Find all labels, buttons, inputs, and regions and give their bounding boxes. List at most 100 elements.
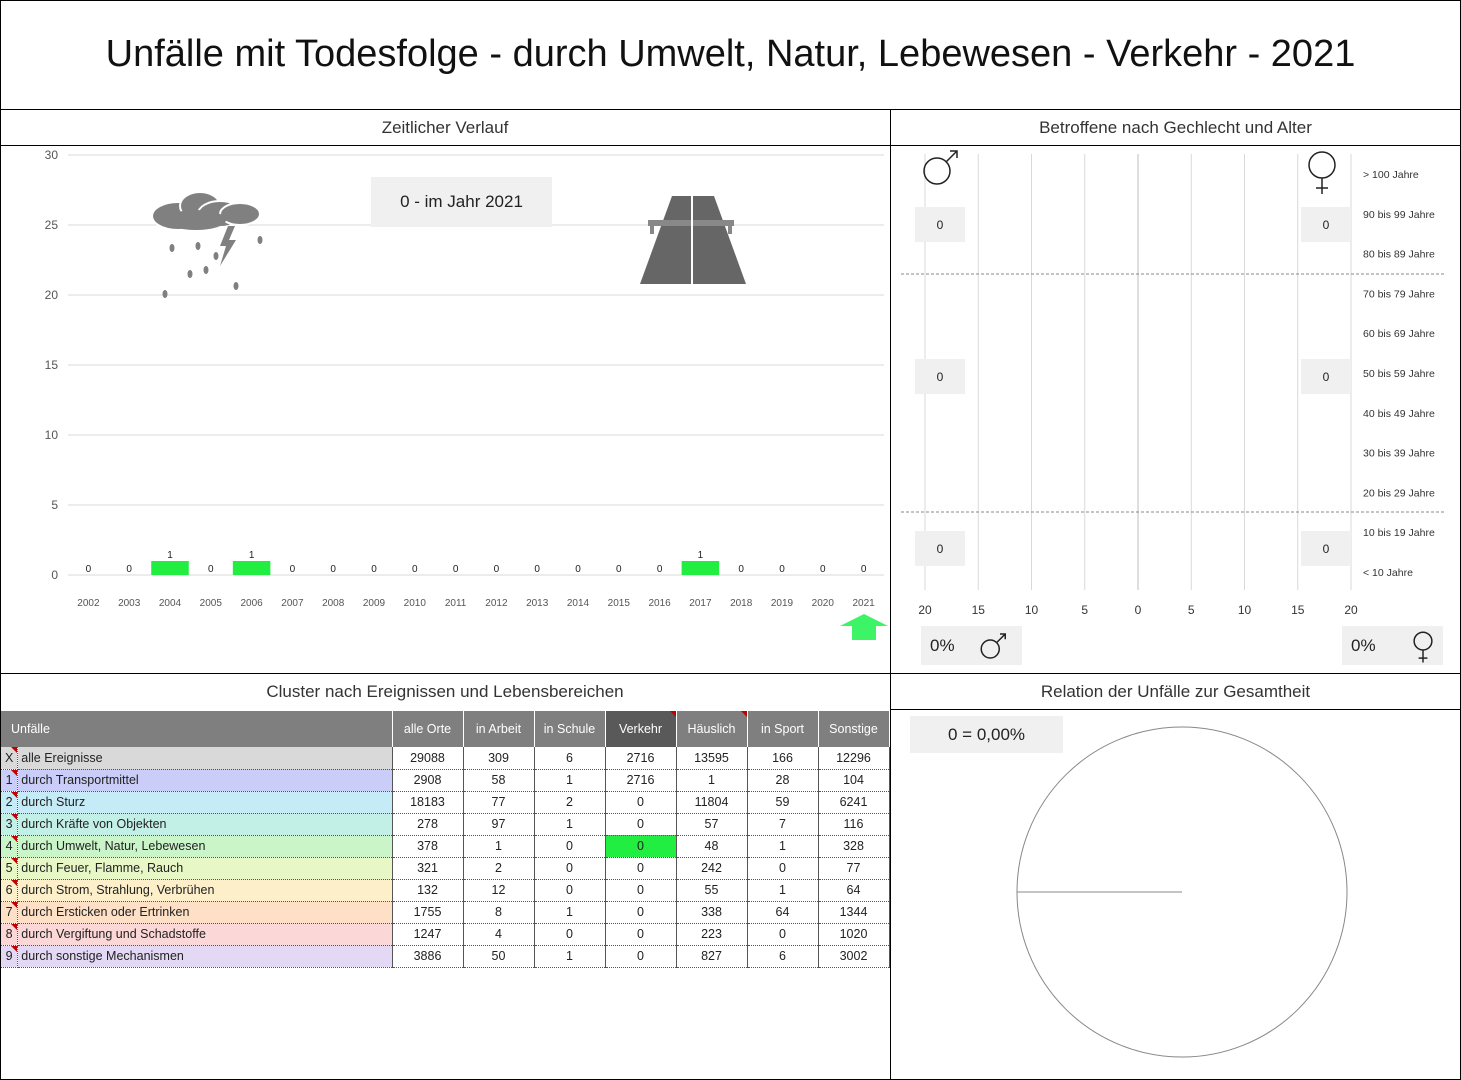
table-row: 3 durch Kräfte von Objekten 278 97 1 0 57 7 116	[1, 813, 890, 836]
bar-value-label: 0	[820, 564, 826, 575]
age-group-label: 80 bis 89 Jahre	[1363, 249, 1435, 261]
row-id: 3	[1, 813, 19, 836]
pyramid-x-tick-label: 15	[972, 603, 986, 617]
row-id: 8	[1, 923, 19, 946]
pyramid-x-tick-label: 0	[1135, 603, 1142, 617]
y-tick-label: 15	[45, 358, 59, 372]
table-cell: 1	[534, 769, 606, 792]
table-cell: 0	[605, 857, 677, 880]
x-tick-label: 2002	[77, 598, 100, 609]
age-group-label: 30 bis 39 Jahre	[1363, 448, 1435, 460]
table-cell: 223	[676, 923, 748, 946]
bar-value-label: 0	[86, 564, 92, 575]
horizontal-divider	[0, 673, 1461, 674]
timeline-panel-title: Zeitlicher Verlauf	[0, 110, 890, 146]
header-in-schule: in Schule	[534, 711, 606, 747]
table-cell: 64	[818, 879, 890, 902]
x-tick-label: 2010	[404, 598, 427, 609]
table-cell: 1247	[392, 923, 464, 946]
table-cell: 4	[463, 923, 535, 946]
table-cell: 2	[534, 791, 606, 814]
row-label: durch Strom, Strahlung, Verbrühen	[17, 879, 393, 902]
table-cell: 338	[676, 901, 748, 924]
pyramid-x-tick-label: 5	[1188, 603, 1195, 617]
bar-value-label: 0	[575, 564, 581, 575]
bar-value-label: 0	[208, 564, 214, 575]
table-cell: 64	[747, 901, 819, 924]
x-tick-label: 2018	[730, 598, 753, 609]
bar-value-label: 0	[371, 564, 377, 575]
age-group-label: 20 bis 29 Jahre	[1363, 487, 1435, 499]
x-tick-label: 2009	[363, 598, 386, 609]
y-tick-label: 20	[45, 288, 59, 302]
header-sonstige: Sonstige	[818, 711, 890, 747]
pyramid-x-tick-label: 15	[1291, 603, 1305, 617]
table-cell: 3002	[818, 945, 890, 968]
header-häuslich: Häuslich	[676, 711, 748, 747]
table-cell: 1755	[392, 901, 464, 924]
table-cell: 58	[463, 769, 535, 792]
bar-value-label: 1	[167, 550, 173, 561]
storm-cloud-icon	[151, 191, 263, 298]
table-cell: 97	[463, 813, 535, 836]
table-cell: 3886	[392, 945, 464, 968]
header-verkehr: Verkehr	[605, 711, 677, 747]
table-cell: 0	[605, 835, 677, 858]
table-cell: 1020	[818, 923, 890, 946]
table-row: 1 durch Transportmittel 2908 58 1 2716 1 28 104	[1, 769, 890, 792]
x-tick-label: 2021	[852, 598, 875, 609]
bar-value-label: 0	[616, 564, 622, 575]
table-cell: 0	[747, 857, 819, 880]
table-cell: 0	[534, 923, 606, 946]
table-cell: 1	[747, 879, 819, 902]
table-cell: 29088	[392, 747, 464, 770]
table-row: 9 durch sonstige Mechanismen 3886 50 1 0 827 6 3…	[1, 945, 890, 968]
table-cell: 0	[534, 835, 606, 858]
male-group-label-low: 0	[915, 531, 965, 566]
y-tick-label: 30	[45, 148, 59, 162]
female-percent-value: 0%	[1351, 635, 1376, 655]
male-percent-box: 0%	[921, 626, 1022, 665]
x-tick-label: 2019	[771, 598, 794, 609]
x-tick-label: 2011	[445, 598, 467, 609]
table-cell: 0	[605, 791, 677, 814]
bar-value-label: 0	[738, 564, 744, 575]
relation-panel-title: Relation der Unfälle zur Gesamtheit	[891, 674, 1460, 710]
table-cell: 104	[818, 769, 890, 792]
relation-label: 0 = 0,00%	[910, 716, 1063, 753]
highway-road-icon	[640, 196, 746, 284]
y-tick-label: 5	[51, 498, 58, 512]
table-cell: 1344	[818, 901, 890, 924]
row-id: 2	[1, 791, 19, 814]
vertical-divider	[890, 110, 891, 1080]
y-tick-label: 25	[45, 218, 59, 232]
age-group-label: 50 bis 59 Jahre	[1363, 368, 1435, 380]
table-header-row: Unfälle alle Orte in Arbeit in Schule Verkeh…	[1, 711, 890, 747]
x-tick-label: 2014	[567, 598, 590, 609]
bar-value-label: 0	[494, 564, 500, 575]
female-group-label-mid: 0	[1301, 359, 1351, 394]
table-cell: 13595	[676, 747, 748, 770]
table-cell: 0	[534, 857, 606, 880]
bar-value-label: 1	[249, 550, 255, 561]
table-cell: 1	[534, 813, 606, 836]
table-cell: 1	[463, 835, 535, 858]
table-cell: 0	[747, 923, 819, 946]
table-cell: 2908	[392, 769, 464, 792]
male-group-label-mid: 0	[915, 359, 965, 394]
x-tick-label: 2016	[648, 598, 671, 609]
row-id: 4	[1, 835, 19, 858]
x-tick-label: 2004	[159, 598, 182, 609]
age-group-label: 90 bis 99 Jahre	[1363, 209, 1435, 221]
age-gender-pyramid: 20 15 10 5 0 5 10 15 20 > 100 Jahre 90 bis 99 Jahr…	[901, 154, 1446, 617]
table-cell: 0	[534, 879, 606, 902]
table-cell: 166	[747, 747, 819, 770]
table-cell: 116	[818, 813, 890, 836]
table-cell: 1	[534, 945, 606, 968]
table-cell: 0	[605, 901, 677, 924]
table-cell: 1	[534, 901, 606, 924]
row-label: alle Ereignisse	[17, 747, 393, 770]
table-row: 2 durch Sturz 18183 77 2 0 11804 59 6241	[1, 791, 890, 814]
x-tick-label: 2015	[608, 598, 631, 609]
table-cell: 11804	[676, 791, 748, 814]
